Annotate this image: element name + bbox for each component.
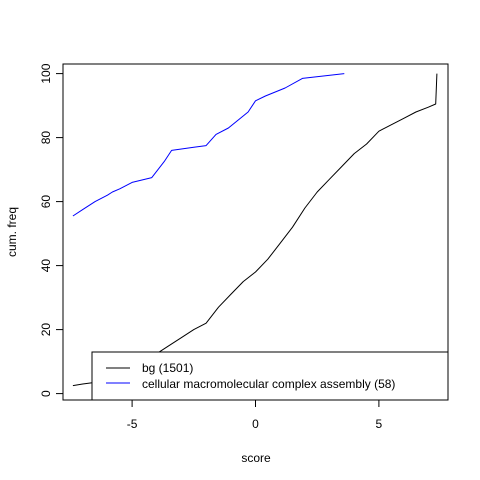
x-axis-title: score bbox=[241, 451, 271, 465]
legend-label-complex-assembly: cellular macromolecular complex assembly… bbox=[142, 377, 395, 391]
y-tick-label: 40 bbox=[39, 259, 53, 273]
series-line-complex-assembly bbox=[72, 73, 345, 217]
y-axis-title: cum. freq bbox=[5, 207, 19, 257]
y-tick-label: 60 bbox=[39, 195, 53, 209]
legend-label-bg: bg (1501) bbox=[142, 361, 193, 375]
legend-box bbox=[91, 351, 449, 401]
x-tick-label: -5 bbox=[127, 417, 138, 431]
y-tick-label: 100 bbox=[39, 63, 53, 83]
x-tick-label: 0 bbox=[252, 417, 259, 431]
y-tick-label: 80 bbox=[39, 131, 53, 145]
y-axis: 0 20 40 60 80 100 bbox=[39, 63, 64, 397]
y-tick-label: 20 bbox=[39, 323, 53, 337]
legend: bg (1501) cellular macromolecular comple… bbox=[91, 351, 449, 401]
x-tick-label: 5 bbox=[376, 417, 383, 431]
y-tick-label: 0 bbox=[39, 390, 53, 397]
